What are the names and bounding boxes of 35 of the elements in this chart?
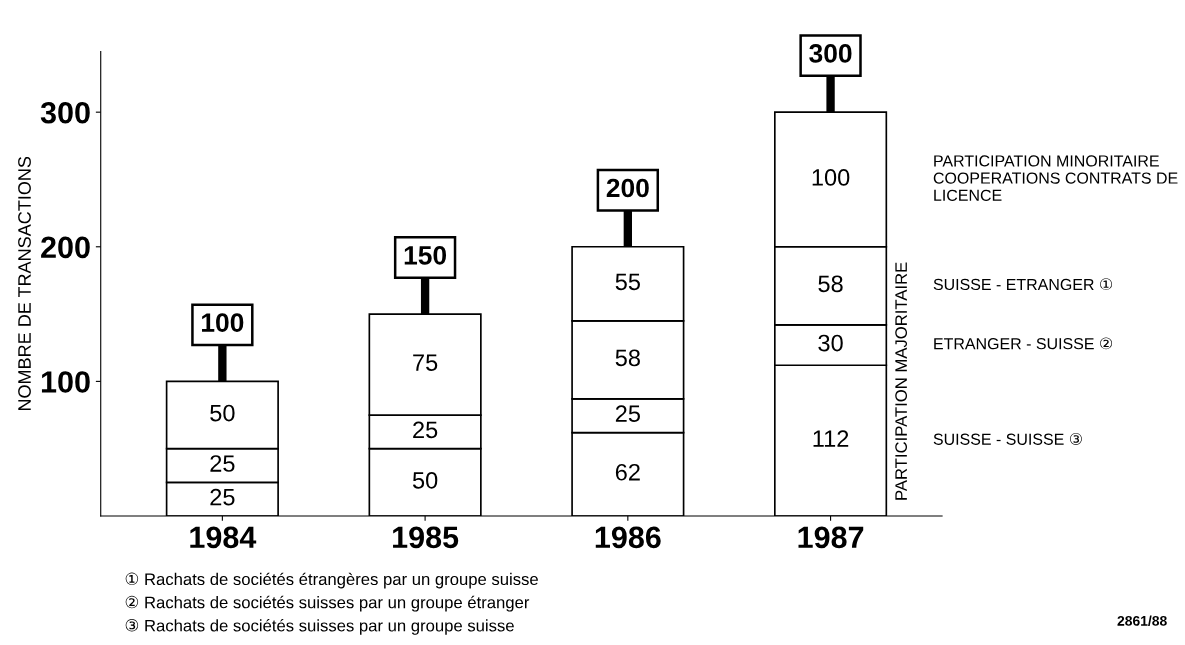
data-label: 30 [818,334,843,352]
text: ① Rachats de sociétés étrangères par un groupe suisse [125,572,538,589]
data-label: 100 [812,169,850,186]
data-label: 25 [413,421,438,439]
total-label: 100 [202,313,244,332]
y-axis-title: NOMBRE DE TRANSACTIONS [18,156,31,411]
total-label: 200 [606,178,649,198]
data-label: 50 [412,471,438,489]
data-label: 25 [210,488,235,506]
x-tick-label: 1985 [393,526,459,549]
x-tick-label: 1984 [190,526,257,549]
data-label: 62 [615,463,640,481]
text: SUISSE - SUISSE ③ [933,432,1082,445]
y-tick-label: 200 [41,236,90,259]
x-tick-label: 1986 [595,526,661,549]
text: PARTICIPATION MINORITAIRE COOPERATIONS CONTRATS DE LICENCE [933,155,1178,201]
x-tick-label: 1987 [798,526,864,549]
y-tick-label: 300 [40,101,90,124]
data-label: 50 [210,404,235,422]
data-label: 58 [818,275,843,293]
data-label: 112 [813,430,849,447]
text: ETRANGER - SUISSE ② [934,337,1113,350]
data-label: 25 [210,455,235,472]
text: 2861/88 [1117,615,1167,626]
annotation: PARTICIPATION MAJORITAIRE [895,262,908,500]
data-label: 55 [615,273,640,291]
data-label: 25 [615,405,640,423]
total-label: 150 [404,245,447,265]
total-label: 300 [809,44,852,63]
y-tick-label: 100 [41,371,90,393]
data-label: 75 [413,354,438,371]
text: SUISSE - ETRANGER ① [933,278,1113,291]
text: ② Rachats de sociétés suisses par un groupe étranger [125,595,530,612]
text: ③ Rachats de sociétés suisses par un groupe suisse [125,619,514,635]
data-label: 58 [615,349,640,367]
